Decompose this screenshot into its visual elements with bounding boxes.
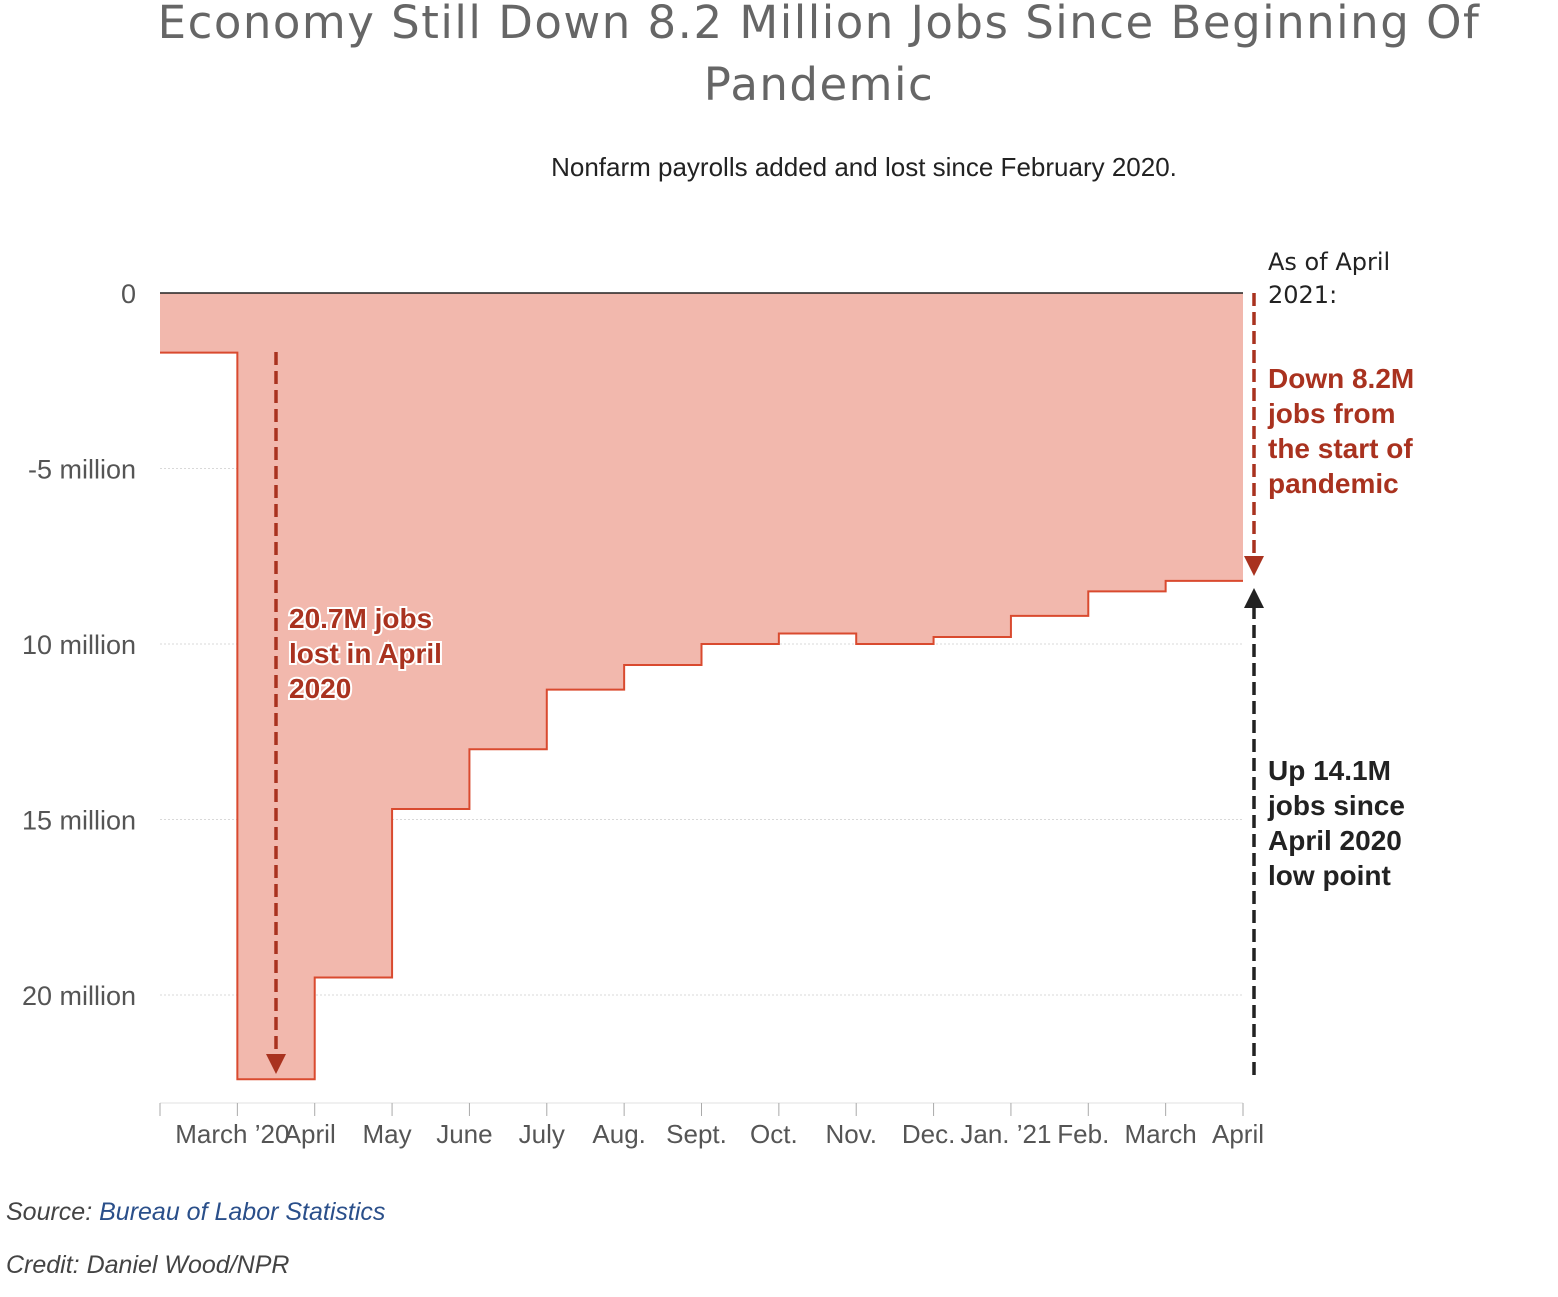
value-bar <box>1011 293 1088 616</box>
y-tick-label: -5 million <box>28 455 136 485</box>
value-bar <box>779 293 856 633</box>
value-bar <box>469 293 546 749</box>
x-tick-label: May <box>363 1119 412 1149</box>
credit-line: Credit: Daniel Wood/NPR <box>6 1251 290 1279</box>
x-tick-label: March ’20 <box>175 1119 289 1149</box>
source-label: Source: <box>6 1198 93 1226</box>
area-fill <box>160 293 1243 1080</box>
y-tick-label: 15 million <box>22 806 136 836</box>
down-annotation-line: Down 8.2M <box>1268 363 1414 394</box>
x-tick-label: Dec. <box>902 1119 955 1149</box>
up-arrow-head <box>1244 588 1264 608</box>
as-of-annotation: As of April 2021: <box>1268 248 1390 309</box>
x-tick-label: Aug. <box>592 1119 646 1149</box>
value-bar <box>160 293 237 353</box>
y-tick-label: 20 million <box>22 981 136 1011</box>
as-of-annotation-line: As of April <box>1268 248 1390 276</box>
source-line: Source: Bureau of Labor Statistics <box>6 1198 385 1227</box>
annotations: 20.7M jobs lost in April 2020 As of April 20… <box>266 248 1414 1080</box>
value-bar <box>856 293 933 644</box>
x-tick-label: April <box>284 1119 336 1149</box>
value-bar <box>702 293 779 644</box>
x-tick-label: April <box>1212 1119 1264 1149</box>
april-loss-annotation: 20.7M jobs lost in April 2020 <box>289 603 442 704</box>
x-tick-label: Nov. <box>825 1119 877 1149</box>
down-annotation-line: the start of <box>1268 433 1413 464</box>
x-tick-label: Jan. ’21 <box>960 1119 1051 1149</box>
up-annotation-line: low point <box>1268 860 1391 891</box>
up-annotation-line: April 2020 <box>1268 825 1402 856</box>
x-tick-label: Sept. <box>666 1119 727 1149</box>
april-loss-annotation-line: 2020 <box>289 673 351 704</box>
down-annotation: Down 8.2M jobs from the start of pandemic <box>1267 363 1414 499</box>
step-line <box>160 351 1243 1081</box>
y-tick-label: 0 <box>121 279 136 309</box>
x-tick-label: July <box>519 1119 565 1149</box>
plot-area <box>160 292 1243 1081</box>
value-bar <box>315 293 392 977</box>
x-tick-label: Oct. <box>750 1119 798 1149</box>
y-tick-label: 10 million <box>22 630 136 660</box>
value-bar <box>934 293 1011 637</box>
value-bar <box>547 293 624 690</box>
up-annotation-line: jobs since <box>1267 790 1405 821</box>
source-link[interactable]: Bureau of Labor Statistics <box>99 1198 386 1226</box>
april-loss-annotation-line: 20.7M jobs <box>289 603 432 634</box>
value-bar <box>1166 293 1243 581</box>
down-annotation-line: pandemic <box>1268 468 1399 499</box>
x-tick-label: June <box>436 1119 492 1149</box>
value-bar <box>624 293 701 665</box>
up-annotation-line: Up 14.1M <box>1268 755 1391 786</box>
april-loss-annotation-line: lost in April <box>289 638 442 669</box>
y-axis: 0 -5 million 10 million 15 million 20 millio… <box>22 279 136 1011</box>
x-tick-label: Feb. <box>1057 1119 1109 1149</box>
as-of-annotation-line: 2021: <box>1268 281 1337 309</box>
down-annotation-line: jobs from <box>1267 398 1396 429</box>
chart-title: Economy Still Down 8.2 Million Jobs Sinc… <box>157 0 1481 111</box>
down-arrow-head <box>1244 556 1264 576</box>
april-drop-arrow-head <box>266 1054 286 1074</box>
up-annotation: Up 14.1M jobs since April 2020 low point <box>1267 755 1405 891</box>
value-bar <box>1088 293 1165 591</box>
value-bar <box>392 293 469 809</box>
x-tick-label: March <box>1125 1119 1197 1149</box>
chart-subtitle: Nonfarm payrolls added and lost since Fe… <box>551 152 1177 182</box>
